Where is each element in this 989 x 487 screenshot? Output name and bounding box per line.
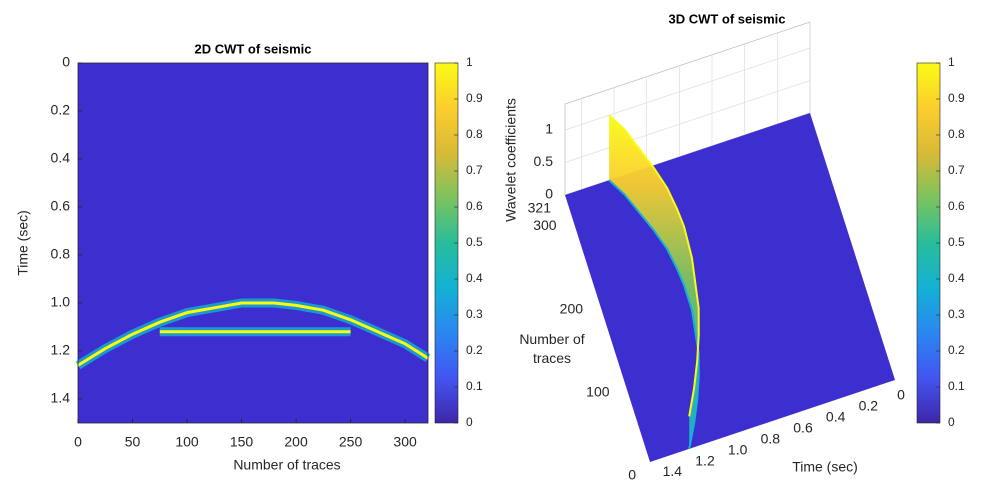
colorbar-tick-label: 1 — [948, 55, 955, 69]
z-tick-label: 0 — [545, 186, 553, 202]
colorbar-tick-label: 0.7 — [466, 163, 483, 177]
colorbar-tick-label: 0.9 — [948, 91, 965, 105]
colorbar-tick-label: 0.8 — [948, 127, 965, 141]
x-tick-label: 0 — [897, 387, 905, 403]
x-tick-label: 300 — [393, 434, 417, 450]
z-tick-label: 0.5 — [534, 153, 554, 169]
colorbar-tick-label: 0.2 — [948, 343, 965, 357]
x-tick-label: 0.4 — [826, 409, 846, 425]
colorbar-tick-label: 0.7 — [948, 163, 965, 177]
y-tick-label: 0.8 — [51, 246, 71, 262]
colorbar-tick-label: 0.6 — [466, 199, 483, 213]
colorbar-tick-label: 1 — [466, 55, 473, 69]
y-tick-label: 200 — [560, 300, 584, 316]
chart-title: 3D CWT of seismic — [668, 11, 785, 26]
y-tick-label: 1.0 — [51, 294, 71, 310]
wavefront-base — [608, 179, 700, 450]
y-axis-label: Number of traces — [519, 331, 585, 366]
chart-title: 2D CWT of seismic — [194, 41, 311, 56]
colorbar-tick-label: 0.1 — [948, 379, 965, 393]
heatmap-background — [78, 63, 428, 423]
grid-line — [564, 80, 811, 163]
x-tick-label: 200 — [284, 434, 308, 450]
wavefront-ribbon — [609, 115, 699, 449]
y-tick-label: 100 — [586, 384, 610, 400]
y-tick-label: 0 — [628, 467, 636, 483]
x-axis-label: Number of traces — [233, 457, 340, 473]
colorbar-tick-label: 0.2 — [466, 343, 483, 357]
colorbar-tick-label: 0.3 — [466, 307, 483, 321]
axes-box — [77, 62, 429, 424]
x-tick-label: 1.4 — [663, 463, 683, 479]
colorbar-tick-label: 0 — [466, 415, 473, 429]
colorbar-tick-label: 0.5 — [466, 235, 483, 249]
colorbar-tick-label: 0.3 — [948, 307, 965, 321]
x-tick-label: 1.2 — [695, 452, 715, 468]
z-tick-label: 1 — [545, 121, 553, 137]
x-tick-label: 100 — [175, 434, 199, 450]
wavefront-crest — [608, 114, 700, 417]
x-tick-label: 1.0 — [728, 441, 748, 457]
y-tick-label: 1.2 — [51, 342, 71, 358]
colorbar-tick-label: 0.5 — [948, 235, 965, 249]
colorbar-tick-label: 0.6 — [948, 199, 965, 213]
grid-line — [564, 47, 811, 131]
colorbar-tick-label: 0.9 — [466, 91, 483, 105]
x-tick-label: 50 — [125, 434, 141, 450]
x-tick-label: 0.2 — [859, 398, 879, 414]
z-axis-label: Wavelet coefficients — [503, 98, 519, 222]
x-tick-label: 0.6 — [793, 420, 813, 436]
y-tick-label: 0.6 — [51, 198, 71, 214]
y-tick-label: 0 — [62, 54, 70, 70]
y-tick-label: 0.4 — [51, 150, 71, 166]
colorbar-tick-label: 0.4 — [466, 271, 483, 285]
y-tick-label: 321 — [528, 200, 552, 216]
x-tick-label: 0.8 — [761, 430, 781, 446]
y-tick-label: 300 — [533, 217, 557, 233]
y-tick-label: 1.4 — [51, 390, 71, 406]
colorbar-tick-label: 0 — [948, 415, 955, 429]
colorbar-tick-label: 0.1 — [466, 379, 483, 393]
x-tick-label: 0 — [74, 434, 82, 450]
colorbar-tick-label: 0.4 — [948, 271, 965, 285]
y-tick-label: 0.2 — [51, 102, 71, 118]
x-axis-label: Time (sec) — [792, 459, 858, 475]
x-tick-label: 250 — [339, 434, 363, 450]
y-axis-label: Time (sec) — [15, 210, 31, 276]
colorbar-tick-label: 0.8 — [466, 127, 483, 141]
wavefront — [77, 301, 429, 367]
x-tick-label: 150 — [230, 434, 254, 450]
